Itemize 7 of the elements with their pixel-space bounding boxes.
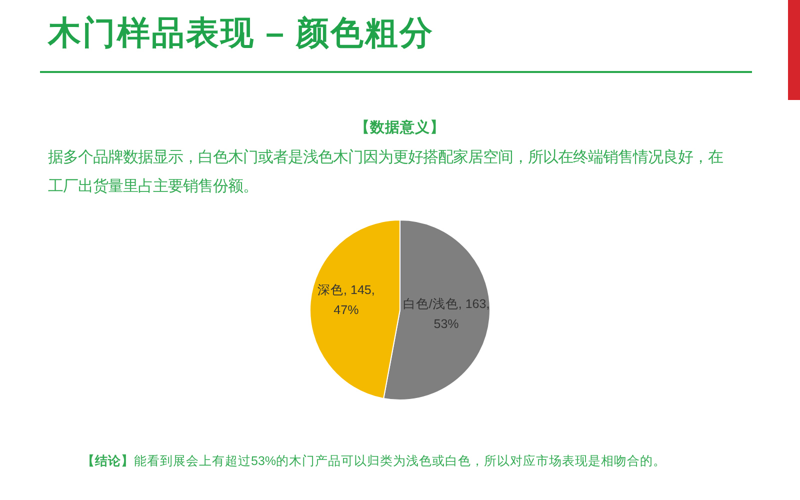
- text: 【结论】: [82, 454, 134, 468]
- slice-label: 白色/浅色, 163, 53%: [402, 296, 491, 334]
- slice-label: 深色, 145, 47%: [316, 282, 376, 319]
- text: 据多个品牌数据显示，白色木门或者是浅色木门因为更好搭配家居空间，所以在终端销售情况良好，在工厂出货量里占主要销售份额。: [48, 148, 724, 197]
- text: 能看到展会上有超过53%的木门产品可以归类为浅色或白色，所以对应市场表现是相吻合的。: [134, 454, 666, 468]
- chart-title: 木门样品表现 – 颜色粗分: [48, 13, 434, 53]
- text: 【数据意义】: [354, 118, 446, 137]
